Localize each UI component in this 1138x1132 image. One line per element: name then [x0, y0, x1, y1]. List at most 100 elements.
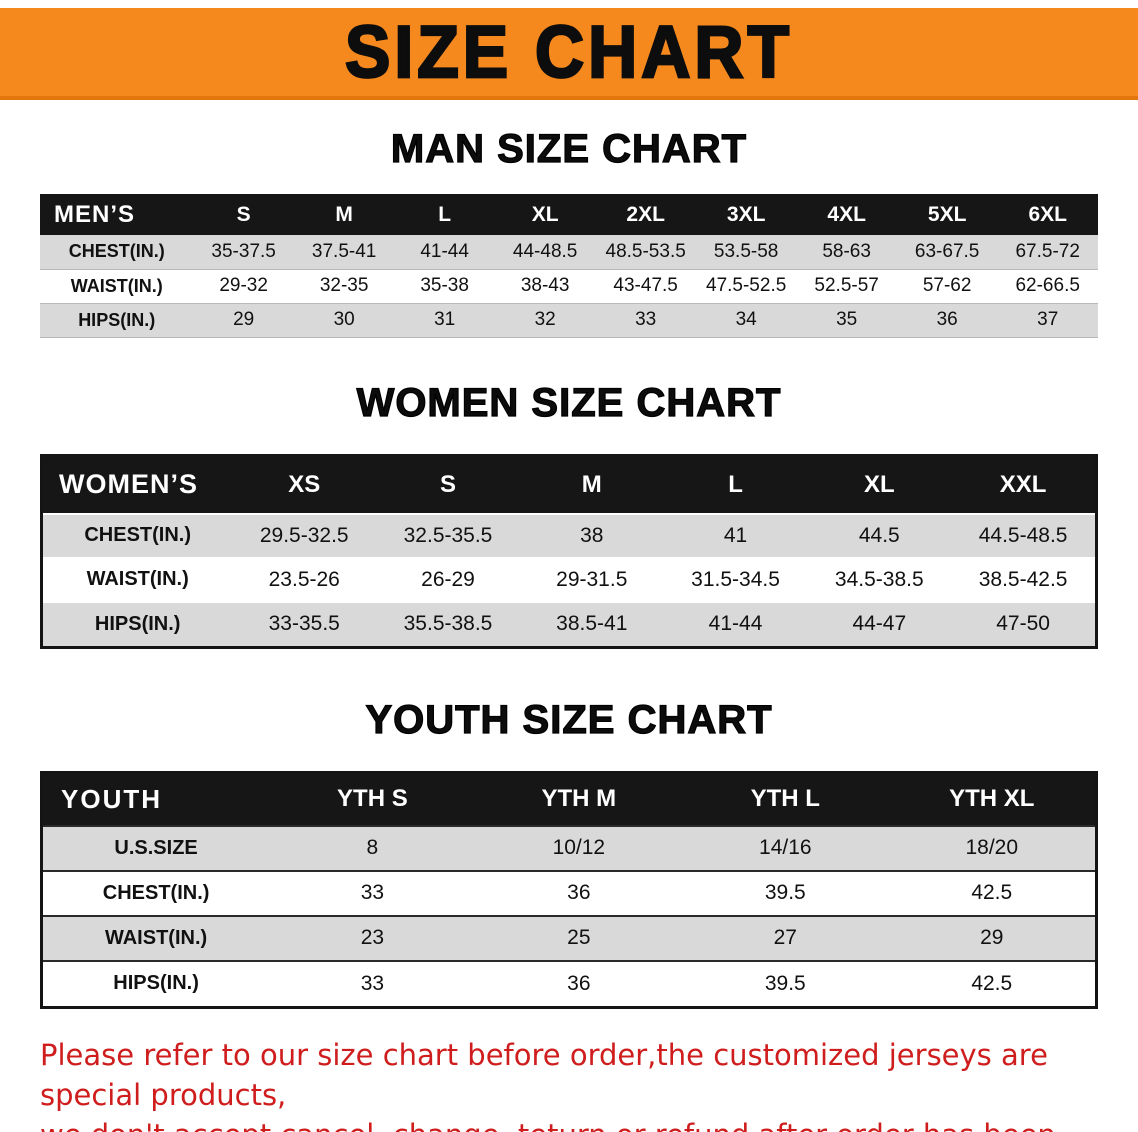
size-value-cell: 42.5: [888, 959, 1095, 1006]
men-size-section: MAN SIZE CHART MEN’S S M L XL 2XL 3XL 4XL 5XL 6XL…: [0, 126, 1138, 338]
row-label: HIPS(IN.): [43, 600, 233, 646]
size-value-cell: 33-35.5: [232, 600, 377, 646]
size-column-header: L: [394, 194, 495, 235]
row-label: CHEST(IN.): [43, 512, 233, 558]
size-value-cell: 47.5-52.5: [695, 269, 797, 304]
table-title-cell: WOMEN’S: [43, 456, 233, 514]
size-value-cell: 34: [695, 303, 797, 338]
size-value-cell: 37.5-41: [293, 235, 395, 270]
size-value-cell: 47-50: [951, 600, 1095, 646]
size-value-cell: 18/20: [888, 824, 1095, 871]
measurement-row: CHEST(IN.) 35-37.5 37.5-41 41-44 44-48.5 48.5…: [40, 235, 1098, 270]
size-value-cell: 58-63: [796, 235, 897, 270]
disclaimer-line-1: Please refer to our size chart before or…: [40, 1037, 1048, 1112]
size-column-header: 5XL: [896, 194, 998, 235]
size-value-cell: 37: [997, 303, 1098, 338]
women-section-heading: WOMEN SIZE CHART: [356, 380, 782, 425]
row-label: WAIST(IN.): [40, 269, 194, 304]
size-column-header: XS: [232, 456, 377, 514]
size-value-cell: 35-38: [394, 269, 495, 304]
size-table: MEN’S S M L XL 2XL 3XL 4XL 5XL 6XL CHEST(IN.) 35-37…: [40, 194, 1098, 338]
table-header-row: YOUTH YTH S YTH M YTH L YTH XL: [43, 773, 1095, 826]
size-column-header: XL: [494, 194, 596, 235]
size-value-cell: 35.5-38.5: [376, 600, 520, 646]
size-value-cell: 39.5: [682, 869, 889, 916]
men-size-table: MEN’S S M L XL 2XL 3XL 4XL 5XL 6XL CHEST(IN.) 35-37…: [40, 194, 1098, 338]
table-header-row: MEN’S S M L XL 2XL 3XL 4XL 5XL 6XL: [40, 194, 1098, 235]
size-value-cell: 33: [269, 959, 476, 1006]
size-value-cell: 57-62: [896, 269, 998, 304]
size-column-header: 2XL: [595, 194, 696, 235]
measurement-row: WAIST(IN.) 23.5-26 26-29 29-31.5 31.5-34.5 34…: [43, 556, 1095, 602]
size-value-cell: 42.5: [888, 869, 1095, 916]
size-value-cell: 44-48.5: [494, 235, 596, 270]
size-value-cell: 44.5: [807, 512, 952, 558]
measurement-row: CHEST(IN.) 33 36 39.5 42.5: [43, 869, 1095, 916]
size-column-header: 3XL: [695, 194, 797, 235]
size-value-cell: 52.5-57: [796, 269, 897, 304]
men-section-heading: MAN SIZE CHART: [390, 126, 748, 171]
measurement-row: HIPS(IN.) 33-35.5 35.5-38.5 38.5-41 41-44 44-…: [43, 600, 1095, 646]
size-value-cell: 48.5-53.5: [595, 235, 696, 270]
size-value-cell: 23: [269, 914, 476, 961]
size-value-cell: 30: [293, 303, 395, 338]
size-value-cell: 36: [896, 303, 998, 338]
size-value-cell: 31.5-34.5: [663, 556, 808, 602]
size-column-header: M: [293, 194, 395, 235]
size-value-cell: 32-35: [293, 269, 395, 304]
youth-size-section: YOUTH SIZE CHART YOUTH YTH S YTH M YTH L YTH…: [0, 697, 1138, 1009]
size-column-header: XL: [807, 456, 952, 514]
size-value-cell: 23.5-26: [232, 556, 377, 602]
size-column-header: S: [193, 194, 294, 235]
measurement-row: CHEST(IN.) 29.5-32.5 32.5-35.5 38 41 44.5 44.5…: [43, 512, 1095, 558]
size-column-header: 4XL: [796, 194, 897, 235]
size-column-header: YTH S: [269, 773, 476, 826]
size-value-cell: 38.5-41: [519, 600, 664, 646]
size-value-cell: 14/16: [682, 824, 889, 871]
row-label: WAIST(IN.): [43, 556, 233, 602]
table-header-row: WOMEN’S XS S M L XL XXL: [43, 456, 1095, 514]
row-label: U.S.SIZE: [43, 824, 270, 871]
size-value-cell: 44-47: [807, 600, 952, 646]
size-value-cell: 29.5-32.5: [232, 512, 377, 558]
table-title-cell: MEN’S: [40, 194, 194, 235]
size-value-cell: 27: [682, 914, 889, 961]
youth-size-table: YOUTH YTH S YTH M YTH L YTH XL U.S.SIZE 8 10/12…: [40, 770, 1098, 1009]
size-value-cell: 44.5-48.5: [951, 512, 1095, 558]
size-value-cell: 26-29: [376, 556, 520, 602]
size-table: WOMEN’S XS S M L XL XXL CHEST(IN.) 29.5-32.5 32.5…: [43, 456, 1095, 646]
size-column-header: YTH XL: [888, 773, 1095, 826]
size-value-cell: 53.5-58: [695, 235, 797, 270]
size-value-cell: 29: [193, 303, 294, 338]
size-table: YOUTH YTH S YTH M YTH L YTH XL U.S.SIZE 8 10/12…: [43, 773, 1095, 1006]
size-value-cell: 29: [888, 914, 1095, 961]
disclaimer: Please refer to our size chart before or…: [40, 1035, 1100, 1132]
size-value-cell: 8: [269, 824, 476, 871]
measurement-row: U.S.SIZE 8 10/12 14/16 18/20: [43, 824, 1095, 871]
size-value-cell: 34.5-38.5: [807, 556, 952, 602]
size-value-cell: 67.5-72: [997, 235, 1098, 270]
size-value-cell: 36: [475, 959, 683, 1006]
size-value-cell: 39.5: [682, 959, 889, 1006]
size-value-cell: 35: [796, 303, 897, 338]
size-value-cell: 63-67.5: [896, 235, 998, 270]
row-label: CHEST(IN.): [43, 869, 270, 916]
size-column-header: M: [519, 456, 664, 514]
size-value-cell: 41: [663, 512, 808, 558]
size-value-cell: 29-32: [193, 269, 294, 304]
size-column-header: 6XL: [997, 194, 1098, 235]
size-value-cell: 10/12: [475, 824, 683, 871]
size-value-cell: 32: [494, 303, 596, 338]
size-value-cell: 33: [595, 303, 696, 338]
row-label: HIPS(IN.): [43, 959, 270, 1006]
measurement-row: WAIST(IN.) 23 25 27 29: [43, 914, 1095, 961]
page-title: SIZE CHART: [344, 10, 793, 95]
size-column-header: YTH M: [475, 773, 683, 826]
size-column-header: L: [663, 456, 808, 514]
measurement-row: HIPS(IN.) 29 30 31 32 33 34 35 36 37: [40, 303, 1098, 338]
size-value-cell: 41-44: [663, 600, 808, 646]
size-column-header: XXL: [951, 456, 1095, 514]
size-value-cell: 32.5-35.5: [376, 512, 520, 558]
size-value-cell: 38-43: [494, 269, 596, 304]
women-size-table: WOMEN’S XS S M L XL XXL CHEST(IN.) 29.5-32.5 32.5…: [40, 453, 1098, 649]
